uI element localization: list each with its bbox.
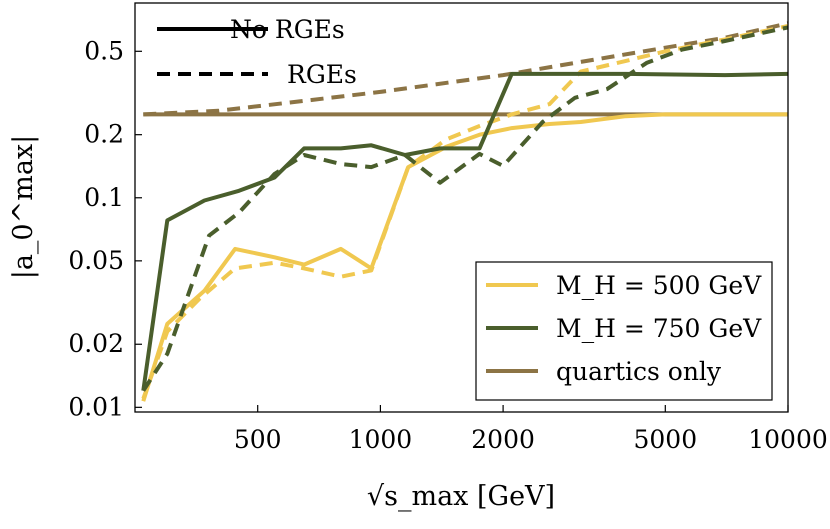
plot-frame [134, 2, 789, 413]
x-tick-label-4: 10000 [748, 425, 828, 454]
ticks-layer: 500 1000 2000 5000 10000 0.01 0.02 0.05 0.1 0.2 0.… [68, 36, 827, 454]
x-axis-label: √s_max [GeV] [367, 481, 555, 512]
y-tick-label-2: 0.05 [68, 246, 124, 275]
style-legend-label-0: No RGEs [230, 15, 345, 44]
series-line-2 [141, 112, 788, 402]
series-layer [141, 21, 789, 402]
x-tick-label-0: 500 [234, 425, 282, 454]
style-legend: No RGEs RGEs [157, 15, 357, 89]
color-legend-label-1: M_H = 750 GeV [556, 314, 762, 343]
y-tick-label-5: 0.5 [84, 36, 124, 65]
style-legend-label-1: RGEs [287, 60, 357, 89]
x-tick-label-1: 1000 [349, 425, 413, 454]
color-legend: M_H = 500 GeV M_H = 750 GeV quartics only [475, 261, 773, 401]
series-line-3 [141, 24, 789, 400]
y-tick-label-0: 0.01 [68, 392, 124, 421]
series-line-4 [141, 71, 789, 391]
x-tick-label-2: 2000 [471, 425, 535, 454]
color-legend-label-0: M_H = 500 GeV [556, 271, 762, 300]
series-line-0 [143, 21, 789, 117]
y-tick-label-3: 0.1 [84, 183, 124, 212]
series-line-5 [141, 25, 789, 392]
y-tick-label-4: 0.2 [84, 120, 124, 149]
x-tick-label-3: 5000 [633, 425, 697, 454]
y-axis-label: |a_0^max| [8, 135, 39, 280]
y-tick-label-1: 0.02 [68, 329, 124, 358]
color-legend-label-2: quartics only [556, 357, 722, 386]
